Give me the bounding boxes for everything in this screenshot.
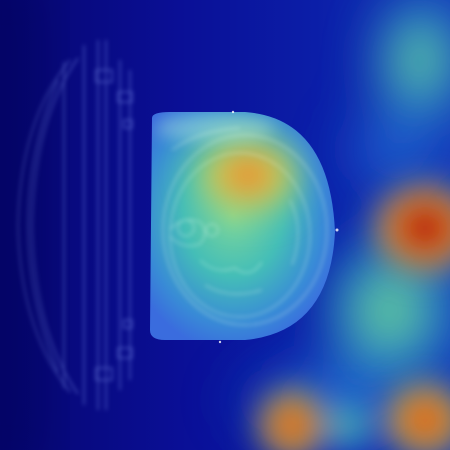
scanner-table-outline: [17, 40, 133, 410]
body-edge-markers: [218, 110, 339, 344]
patient-body-region: [150, 110, 339, 344]
cardiac-hotspot: [188, 130, 308, 220]
